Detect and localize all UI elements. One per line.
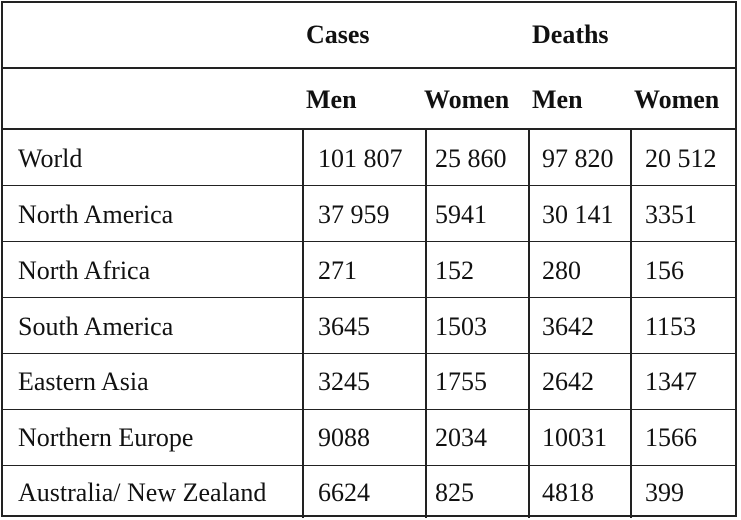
cases-women-value: 825 <box>435 478 474 507</box>
cases-men-value: 3645 <box>318 312 370 341</box>
header-bottom-rule <box>1 128 737 130</box>
cases-women-value: 5941 <box>435 200 487 229</box>
deaths-women-value: 1566 <box>645 423 697 452</box>
row-divider <box>1 297 737 298</box>
row-divider <box>1 409 737 410</box>
cases-men-value: 101 807 <box>318 144 403 173</box>
cases-women-value: 1503 <box>435 312 487 341</box>
deaths-men-value: 280 <box>542 256 581 285</box>
column-divider <box>302 129 304 518</box>
deaths-men-value: 10031 <box>542 423 607 452</box>
deaths-men-value: 3642 <box>542 312 594 341</box>
column-divider <box>528 129 530 518</box>
deaths-men-value: 97 820 <box>542 144 614 173</box>
cases-women-value: 25 860 <box>435 144 507 173</box>
region-label: North America <box>18 200 174 229</box>
header-deaths-women: Women <box>634 85 720 114</box>
column-divider <box>425 129 427 518</box>
deaths-women-value: 20 512 <box>645 144 717 173</box>
deaths-women-value: 1347 <box>645 367 697 396</box>
cases-men-value: 9088 <box>318 423 370 452</box>
region-label: North Africa <box>18 256 151 285</box>
header-cases-women: Women <box>424 85 510 114</box>
deaths-women-value: 3351 <box>645 200 697 229</box>
deaths-men-value: 30 141 <box>542 200 614 229</box>
header-divider <box>1 67 737 69</box>
cases-men-value: 3245 <box>318 367 370 396</box>
row-divider <box>1 241 737 242</box>
deaths-women-value: 1153 <box>645 312 697 341</box>
deaths-women-value: 399 <box>645 478 684 507</box>
row-divider <box>1 185 737 186</box>
cases-women-value: 1755 <box>435 367 487 396</box>
header-deaths-men: Men <box>532 85 583 114</box>
region-label: World <box>18 144 83 173</box>
cases-men-value: 271 <box>318 256 357 285</box>
region-label: Northern Europe <box>18 423 194 452</box>
cases-men-value: 6624 <box>318 478 370 507</box>
deaths-men-value: 2642 <box>542 367 594 396</box>
header-cases-men: Men <box>306 85 357 114</box>
cases-men-value: 37 959 <box>318 200 390 229</box>
region-label: Eastern Asia <box>18 367 149 396</box>
row-divider <box>1 465 737 466</box>
deaths-men-value: 4818 <box>542 478 594 507</box>
column-divider <box>630 129 632 518</box>
cases-women-value: 2034 <box>435 423 487 452</box>
deaths-women-value: 156 <box>645 256 684 285</box>
header-cases: Cases <box>306 20 370 49</box>
region-label: Australia/ New Zealand <box>18 478 267 507</box>
cases-women-value: 152 <box>435 256 474 285</box>
row-divider <box>1 353 737 354</box>
region-label: South America <box>18 312 174 341</box>
header-deaths: Deaths <box>532 20 609 49</box>
